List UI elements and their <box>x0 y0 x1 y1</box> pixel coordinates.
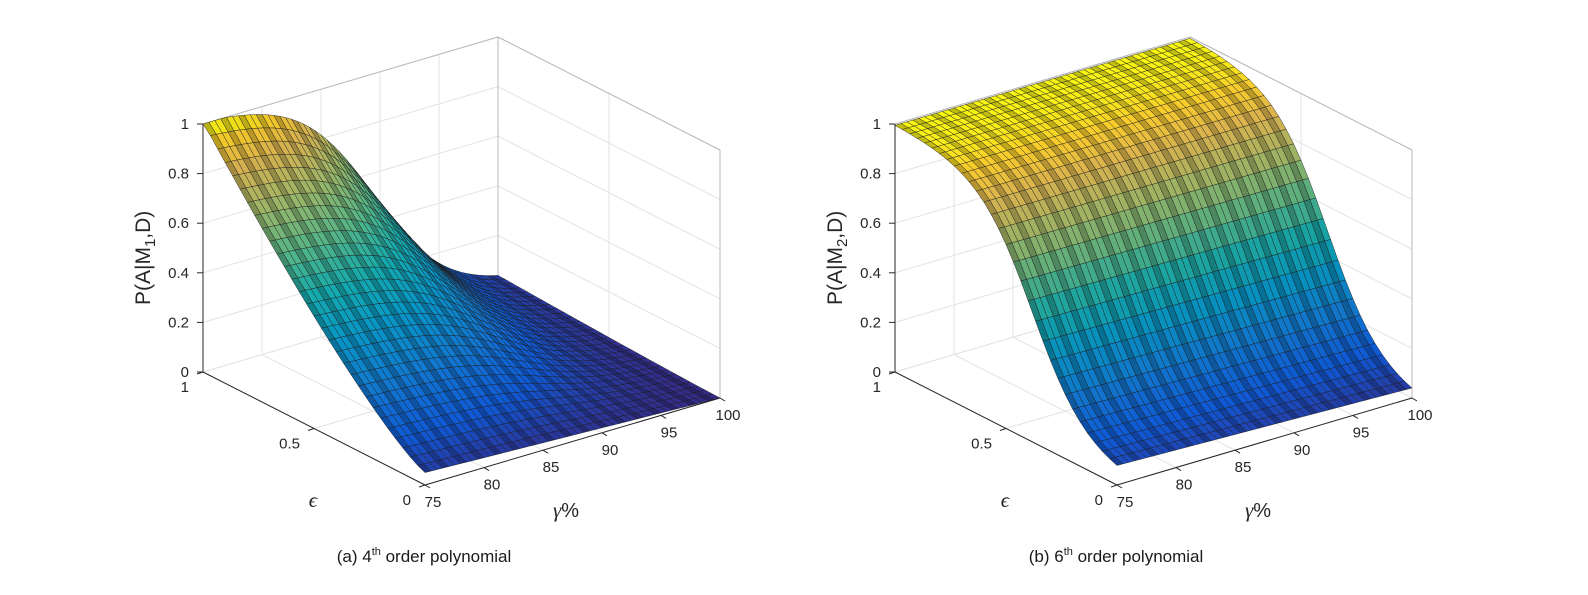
x-tick-mark <box>424 484 431 489</box>
caption-panel-label: (a) <box>337 547 358 566</box>
x-axis-line <box>424 397 721 486</box>
x-tick-mark <box>660 414 667 419</box>
x-tick-label: 90 <box>602 442 619 459</box>
x-tick-mark <box>483 467 490 472</box>
x-label-symbol: γ <box>553 498 562 522</box>
z-tick-label: 0 <box>873 364 881 381</box>
z-tick-label: 1 <box>873 116 881 133</box>
z-tick-label: 0.6 <box>860 215 881 232</box>
z-label-prefix: P(A|M <box>132 247 155 305</box>
box-edge <box>1189 36 1413 151</box>
y-tick-label: 0.5 <box>971 436 992 453</box>
caption-rest: order polynomial <box>1073 547 1203 566</box>
panel-caption: (a) 4th order polynomial <box>337 546 512 566</box>
x-tick-mark <box>1352 414 1359 419</box>
panel-caption: (b) 6th order polynomial <box>1029 546 1204 566</box>
y-tick-label: 1 <box>873 379 881 396</box>
x-tick-mark <box>1234 449 1241 454</box>
y-tick-mark <box>1110 484 1118 488</box>
z-label-subscript: 1 <box>142 239 159 247</box>
x-tick-label: 100 <box>715 407 740 424</box>
x-tick-mark <box>542 449 549 454</box>
z-label-subscript: 2 <box>834 239 851 247</box>
x-tick-label: 80 <box>484 477 501 494</box>
y-tick-label: 1 <box>181 379 189 396</box>
axes <box>196 123 726 489</box>
z-tick-label: 0.2 <box>168 314 189 331</box>
x-tick-label: 85 <box>1235 459 1252 476</box>
x-tick-label: 95 <box>1353 424 1370 441</box>
axes <box>888 123 1418 489</box>
surface-patch <box>1109 456 1124 466</box>
x-tick-label: 80 <box>1176 477 1193 494</box>
y-axis-label: ϵ <box>1001 488 1011 512</box>
y-tick-mark <box>999 428 1007 431</box>
caption-superscript: th <box>372 546 381 558</box>
surface-patch <box>417 463 432 473</box>
z-label-prefix: P(A|M <box>824 247 847 305</box>
x-tick-label: 85 <box>543 459 560 476</box>
z-tick-label: 0.8 <box>168 166 189 183</box>
y-tick-label: 0.5 <box>279 436 300 453</box>
x-tick-mark <box>1175 467 1182 472</box>
x-tick-mark <box>1411 397 1418 402</box>
box-edge <box>202 36 499 125</box>
x-tick-mark <box>1116 484 1123 489</box>
z-tick-label: 0.6 <box>168 215 189 232</box>
y-axis-label: ϵ <box>309 488 319 512</box>
caption-rest: order polynomial <box>381 547 511 566</box>
z-label-suffix: ,D) <box>824 211 847 239</box>
z-label-suffix: ,D) <box>132 211 155 239</box>
x-axis-label: γ% <box>1245 498 1271 522</box>
surface-chart-4th-order: 758085909510000.5100.20.40.60.81P(A|M1,D… <box>132 36 741 566</box>
x-axis-label: γ% <box>553 498 579 522</box>
x-label-unit: % <box>561 500 579 522</box>
z-tick-label: 0.8 <box>860 166 881 183</box>
z-tick-label: 0 <box>181 364 189 381</box>
caption-panel-label: (b) <box>1029 547 1050 566</box>
surface-chart-6th-order: 758085909510000.5100.20.40.60.81P(A|M2,D… <box>824 36 1433 566</box>
z-tick-label: 0.4 <box>168 265 189 282</box>
x-label-unit: % <box>1253 500 1271 522</box>
x-tick-label: 75 <box>1117 494 1134 511</box>
surface <box>202 114 721 473</box>
x-tick-label: 95 <box>661 424 678 441</box>
surface <box>894 38 1413 466</box>
y-tick-mark <box>418 484 426 488</box>
y-tick-label: 0 <box>1095 492 1103 509</box>
x-label-symbol: γ <box>1245 498 1254 522</box>
z-tick-label: 1 <box>181 116 189 133</box>
box-edge <box>894 36 1191 125</box>
box-edge <box>497 36 721 151</box>
x-tick-mark <box>601 432 608 437</box>
y-tick-mark <box>307 428 315 431</box>
x-tick-mark <box>1293 432 1300 437</box>
z-tick-label: 0.2 <box>860 314 881 331</box>
z-tick-label: 0.4 <box>860 265 881 282</box>
z-axis-label: P(A|M1,D) <box>132 211 159 305</box>
caption-superscript: th <box>1064 546 1073 558</box>
z-axis-label: P(A|M2,D) <box>824 211 851 305</box>
x-axis-line <box>1116 397 1413 486</box>
x-tick-label: 100 <box>1407 407 1432 424</box>
y-tick-label: 0 <box>403 492 411 509</box>
x-tick-mark <box>719 397 726 402</box>
caption-order: 4 <box>362 547 371 566</box>
caption-order: 6 <box>1054 547 1063 566</box>
x-tick-label: 75 <box>425 494 442 511</box>
x-tick-label: 90 <box>1294 442 1311 459</box>
